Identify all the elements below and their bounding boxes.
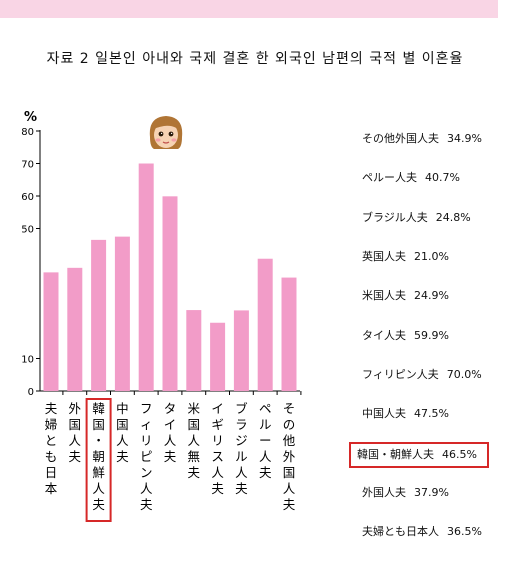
legend-item: 中国人夫 47.5% xyxy=(356,403,455,425)
legend-value: 36.5% xyxy=(447,525,482,538)
legend-label: 米国人夫 xyxy=(362,289,406,303)
legend-value: 47.5% xyxy=(414,407,449,421)
bar xyxy=(186,310,202,391)
x-tick-label: 外国人夫 xyxy=(69,401,82,464)
legend-value: 40.7% xyxy=(425,171,460,185)
legend-item: 米国人夫 24.9% xyxy=(356,285,455,307)
bar xyxy=(67,267,83,391)
legend-item: ペルー人夫 40.7% xyxy=(356,167,466,189)
legend-item: 韓国・朝鮮人夫 46.5% xyxy=(349,442,489,469)
highlight-box xyxy=(85,398,112,522)
legend-item: 夫婦とも日本人 36.5% xyxy=(356,521,488,543)
x-tick-label: 中国人夫 xyxy=(116,401,129,464)
legend-label: その他外国人夫 xyxy=(362,132,439,145)
bar xyxy=(257,258,273,391)
legend-label: 英国人夫 xyxy=(362,249,406,263)
bar xyxy=(91,239,107,391)
x-tick-label: 韓国・朝鮮人夫 xyxy=(92,401,105,512)
legend-value: 34.9% xyxy=(447,132,482,145)
y-tick-label: 10 xyxy=(21,355,34,366)
legend-item: ブラジル人夫 24.8% xyxy=(356,207,477,229)
y-tick-label: 50 xyxy=(21,225,34,236)
y-tick-label: 70 xyxy=(21,160,34,171)
legend-label: ペルー人夫 xyxy=(362,171,417,185)
legend-value: 24.9% xyxy=(414,289,449,303)
x-tick-label: イギリス人夫 xyxy=(211,401,224,496)
y-tick-label: 0 xyxy=(28,387,34,398)
legend-label: フィリピン人夫 xyxy=(362,367,439,381)
legend-value: 59.9% xyxy=(414,328,449,342)
x-tick-label: ペルー人夫 xyxy=(259,401,272,480)
y-axis-unit: % xyxy=(24,110,37,125)
top-banner xyxy=(0,0,498,18)
legend-item: フィリピン人夫 70.0% xyxy=(356,364,488,386)
x-tick-label: ブラジル人夫 xyxy=(235,401,248,496)
x-tick-label: フィリピン人夫 xyxy=(140,401,153,512)
legend-label: 夫婦とも日本人 xyxy=(362,525,439,538)
x-tick-label: タイ人夫 xyxy=(164,401,177,464)
bar xyxy=(162,196,178,391)
legend-item: 英国人夫 21.0% xyxy=(356,246,455,268)
x-tick-label: その他外国人夫 xyxy=(283,401,296,512)
bar xyxy=(114,236,130,391)
legend-item: 外国人夫 37.9% xyxy=(356,482,455,504)
x-tick-label: 米国人無夫 xyxy=(188,401,201,480)
legend-label: ブラジル人夫 xyxy=(362,210,428,224)
bar xyxy=(233,310,249,391)
legend-value: 46.5% xyxy=(442,448,477,462)
legend-label: 中国人夫 xyxy=(362,407,406,421)
legend-label: 韓国・朝鮮人夫 xyxy=(357,448,434,462)
legend-label: 外国人夫 xyxy=(362,485,406,499)
legend-value: 37.9% xyxy=(414,485,449,499)
bar xyxy=(43,272,59,391)
legend-item: タイ人夫 59.9% xyxy=(356,325,455,347)
legend-label: タイ人夫 xyxy=(362,328,406,342)
y-tick-label: 60 xyxy=(21,192,34,203)
y-tick-label: 80 xyxy=(21,127,34,138)
legend-value: 24.8% xyxy=(435,210,471,224)
x-tick-label: 夫婦とも日本 xyxy=(45,401,58,496)
legend-value: 70.0% xyxy=(446,367,482,381)
legend-value: 21.0% xyxy=(414,249,449,263)
bar xyxy=(210,322,226,391)
bar xyxy=(281,277,297,391)
bar xyxy=(138,163,154,391)
chart-title: 자료 2 일본인 아내와 국제 결혼 한 외국인 남편의 국적 별 이혼율 xyxy=(46,51,464,67)
cartoon-face-icon xyxy=(149,116,183,149)
legend-item: その他外国人夫 34.9% xyxy=(356,128,488,150)
